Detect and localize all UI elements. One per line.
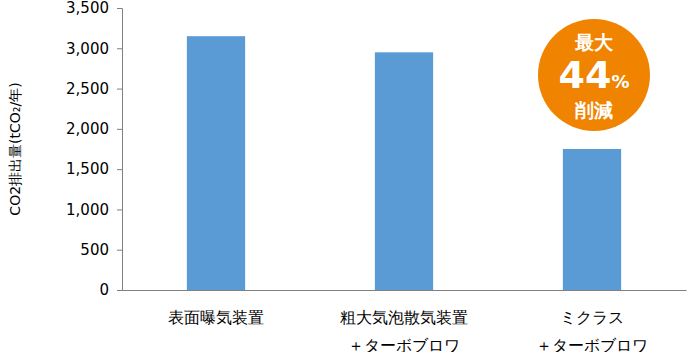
y-tick: 500 — [80, 241, 122, 259]
x-axis: 表面曝気装置 粗大気泡散気装置＋ターボブロワ ミクラス＋ターボブロワ — [123, 290, 687, 352]
annotation-text: 削減 — [574, 99, 613, 121]
y-tick-mark — [117, 209, 122, 210]
y-tick-label: 3,000 — [66, 40, 109, 58]
y-tick: 0 — [99, 281, 122, 299]
y-tick-label: 3,500 — [66, 0, 109, 17]
annotation-text: 44% — [559, 53, 630, 97]
x-tick: 粗大気泡散気装置＋ターボブロワ — [340, 290, 468, 352]
annotation-text: 最大 — [574, 31, 614, 53]
x-tick-label: 表面曝気装置 — [168, 308, 264, 327]
y-tick: 1,500 — [66, 160, 122, 178]
y-tick-mark — [117, 290, 122, 291]
y-tick-mark — [117, 8, 122, 9]
bar — [187, 36, 245, 290]
y-tick: 3,500 — [66, 0, 122, 17]
annotation: 最大44%削減 — [538, 19, 650, 131]
x-tick: ミクラス＋ターボブロワ — [536, 290, 648, 352]
y-tick-label: 1,500 — [66, 160, 109, 178]
y-tick-label: 0 — [99, 281, 109, 299]
bar — [375, 52, 433, 290]
x-axis-line — [123, 290, 687, 291]
annotation-circle — [538, 19, 650, 131]
y-tick-label: 2,000 — [66, 120, 109, 138]
y-tick: 2,000 — [66, 120, 122, 138]
y-tick: 1,000 — [66, 201, 122, 219]
y-axis-line — [117, 9, 123, 291]
x-tick-label: 粗大気泡散気装置＋ターボブロワ — [340, 308, 468, 352]
y-tick: 3,000 — [66, 40, 122, 58]
y-tick-label: 2,500 — [66, 80, 109, 98]
x-tick: 表面曝気装置 — [168, 290, 264, 327]
y-tick-mark — [117, 169, 122, 170]
bar — [563, 149, 621, 290]
y-tick-mark — [117, 89, 122, 90]
y-tick-mark — [117, 129, 122, 130]
y-tick: 2,500 — [66, 80, 122, 98]
y-axis-title: CO2排出量(tCO₂/年) — [7, 82, 23, 215]
y-tick-label: 1,000 — [66, 201, 109, 219]
y-tick-mark — [117, 48, 122, 49]
x-tick-label: ミクラス＋ターボブロワ — [536, 308, 648, 352]
y-tick-label: 500 — [80, 241, 109, 259]
y-axis: 0 500 1,000 1,500 2,000 2,500 3,000 3,500 — [66, 0, 122, 299]
y-tick-mark — [117, 250, 122, 251]
